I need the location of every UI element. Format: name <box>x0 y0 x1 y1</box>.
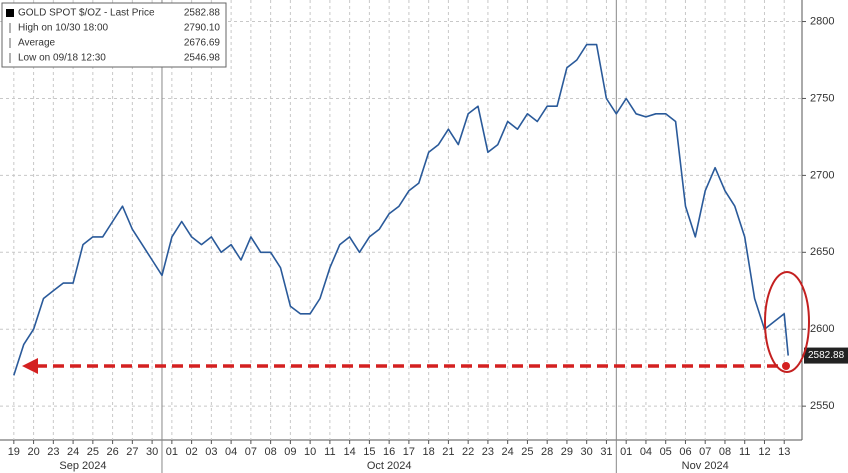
x-tick-label: 25 <box>87 446 99 458</box>
plot: 2582.88 <box>13 43 848 376</box>
x-tick-label: 07 <box>245 446 257 458</box>
legend-value: 2582.88 <box>184 8 221 19</box>
legend-text: Average <box>18 38 56 49</box>
x-tick-label: 18 <box>423 446 435 458</box>
month-label: Sep 2024 <box>59 460 106 472</box>
x-tick-label: 19 <box>8 446 20 458</box>
x-tick-label: 17 <box>403 446 415 458</box>
x-tick-label: 01 <box>620 446 632 458</box>
x-tick-label: 14 <box>344 446 356 458</box>
arrow-dot <box>782 362 790 370</box>
x-tick-label: 22 <box>462 446 474 458</box>
x-tick-label: 16 <box>383 446 395 458</box>
y-tick-label: 2600 <box>810 323 834 335</box>
x-tick-label: 13 <box>778 446 790 458</box>
legend-value: 2790.10 <box>184 23 221 34</box>
x-tick-label: 28 <box>541 446 553 458</box>
x-tick-label: 26 <box>106 446 118 458</box>
legend-text: High on 10/30 18:00 <box>18 23 109 34</box>
x-tick-label: 04 <box>640 446 652 458</box>
x-tick-label: 06 <box>679 446 691 458</box>
highlight-ellipse <box>764 271 810 373</box>
x-tick-label: 23 <box>47 446 59 458</box>
arrow-head <box>22 358 38 374</box>
legend-text: GOLD SPOT $/OZ - Last Price <box>18 8 155 19</box>
x-tick-label: 29 <box>561 446 573 458</box>
y-tick-label: 2750 <box>810 92 834 104</box>
month-label: Nov 2024 <box>682 460 729 472</box>
x-tick-label: 27 <box>126 446 138 458</box>
legend-text: Low on 09/18 12:30 <box>18 53 106 64</box>
x-tick-label: 23 <box>482 446 494 458</box>
y-tick-label: 2550 <box>810 400 834 412</box>
annotations <box>22 271 810 374</box>
x-tick-label: 25 <box>521 446 533 458</box>
y-tick-label: 2800 <box>810 15 834 27</box>
x-tick-label: 10 <box>304 446 316 458</box>
y-tick-label: 2700 <box>810 169 834 181</box>
x-tick-label: 03 <box>205 446 217 458</box>
x-tick-label: 11 <box>324 446 335 458</box>
x-tick-label: 01 <box>166 446 178 458</box>
legend-value: 2546.98 <box>184 53 221 64</box>
x-tick-label: 21 <box>442 446 454 458</box>
x-tick-label: 09 <box>284 446 296 458</box>
y-tick-label: 2650 <box>810 246 834 258</box>
x-tick-label: 20 <box>27 446 39 458</box>
x-tick-label: 04 <box>225 446 237 458</box>
x-tick-label: 24 <box>502 446 514 458</box>
x-tick-label: 08 <box>265 446 277 458</box>
last-price-label: 2582.88 <box>808 350 845 361</box>
x-tick-label: 08 <box>719 446 731 458</box>
x-tick-label: 15 <box>363 446 375 458</box>
last-price-tag <box>804 347 848 364</box>
legend: GOLD SPOT $/OZ - Last Price 2582.88 High o… <box>1 2 227 68</box>
month-label: Oct 2024 <box>367 460 412 472</box>
price-line <box>13 43 789 376</box>
x-tick-label: 11 <box>739 446 750 458</box>
x-tick-label: 07 <box>699 446 711 458</box>
x-tick-label: 31 <box>600 446 612 458</box>
legend-value: 2676.69 <box>184 38 221 49</box>
x-tick-label: 30 <box>146 446 158 458</box>
x-tick-label: 12 <box>758 446 770 458</box>
legend-box <box>1 2 227 68</box>
x-tick-label: 02 <box>185 446 197 458</box>
legend-swatch <box>6 9 14 17</box>
x-tick-label: 24 <box>67 446 79 458</box>
x-tick-label: 30 <box>581 446 593 458</box>
x-tick-label: 05 <box>660 446 672 458</box>
